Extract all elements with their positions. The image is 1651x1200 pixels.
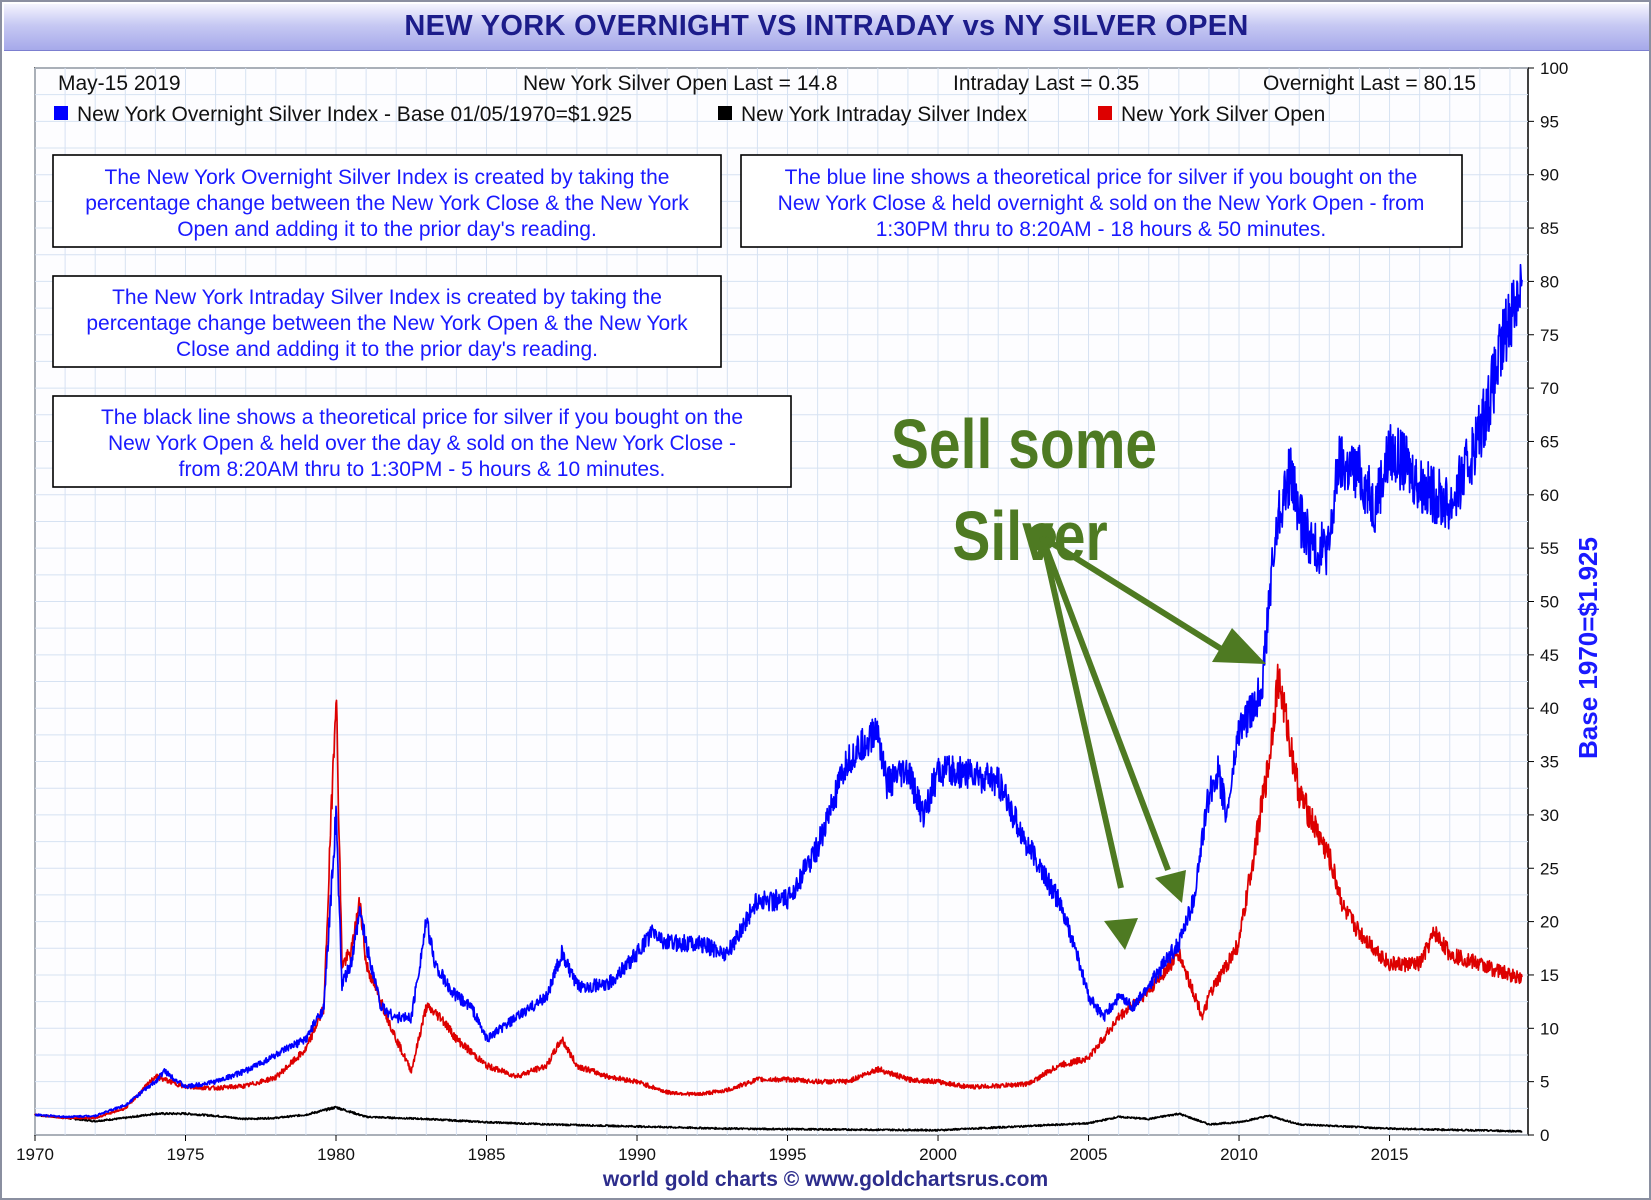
x-tick-label: 1995 [769, 1145, 807, 1164]
arrow-to-2008 [1039, 535, 1171, 872]
legend-label-overnight: New York Overnight Silver Index - Base 0… [77, 103, 632, 126]
title-bar: NEW YORK OVERNIGHT VS INTRADAY vs NY SIL… [4, 4, 1649, 51]
header-silver-open-last: New York Silver Open Last = 14.8 [523, 72, 838, 95]
note-line: 1:30PM thru to 8:20AM - 18 hours & 50 mi… [876, 218, 1327, 241]
y-tick-label: 35 [1540, 753, 1559, 772]
y-tick-label: 45 [1540, 646, 1559, 665]
y-tick-label: 50 [1540, 593, 1559, 612]
note-box-intraday-definition: The New York Intraday Silver Index is cr… [52, 275, 722, 368]
y-tick-label: 20 [1540, 913, 1559, 932]
y-tick-label: 25 [1540, 859, 1559, 878]
chart-title: NEW YORK OVERNIGHT VS INTRADAY vs NY SIL… [404, 10, 1249, 42]
y-axis: 0 5 10 15 20 25 30 35 40 45 50 55 60 65 70 75 80 85 90 95 10… [1528, 59, 1568, 1145]
y-tick-label: 100 [1540, 59, 1568, 78]
note-line: percentage change between the New York O… [86, 312, 688, 335]
y-axis-label: Base 1970=$1.925 [1573, 537, 1603, 759]
note-box-black-line-explanation: The black line shows a theoretical price… [52, 395, 792, 488]
y-tick-label: 5 [1540, 1073, 1549, 1092]
annotation-line-1: Sell some [891, 406, 1157, 484]
annotation-arrows [1039, 534, 1225, 889]
y-tick-label: 85 [1540, 219, 1559, 238]
note-line: The New York Intraday Silver Index is cr… [112, 286, 662, 309]
series-line-silver-open [34, 663, 1523, 1120]
y-tick-label: 70 [1540, 379, 1559, 398]
y-tick-label: 95 [1540, 112, 1559, 131]
note-line: Open and adding it to the prior day's re… [177, 218, 597, 241]
note-box-blue-line-explanation: The blue line shows a theoretical price … [740, 154, 1463, 248]
y-tick-label: 90 [1540, 166, 1559, 185]
legend-label-intraday: New York Intraday Silver Index [741, 103, 1027, 126]
x-tick-label: 1985 [468, 1145, 506, 1164]
x-axis: 1970 1975 1980 1985 1990 1995 2000 2005 2010 2015 [16, 1135, 1408, 1164]
note-line: New York Close & held overnight & sold o… [778, 192, 1425, 215]
legend-swatch-overnight [54, 106, 68, 120]
x-tick-label: 1975 [167, 1145, 205, 1164]
legend-label-silver-open: New York Silver Open [1121, 103, 1325, 126]
arrowhead-2006 [1104, 918, 1138, 950]
series-line-overnight [34, 263, 1523, 1119]
note-line: The blue line shows a theoretical price … [785, 166, 1418, 189]
series-line-intraday [34, 1105, 1523, 1133]
arrowhead-2008 [1155, 870, 1186, 903]
note-line: Close and adding it to the prior day's r… [176, 338, 598, 361]
legend-swatch-silver-open [1098, 106, 1112, 120]
header-date: May-15 2019 [58, 72, 181, 95]
y-tick-label: 15 [1540, 966, 1559, 985]
y-tick-label: 80 [1540, 272, 1559, 291]
x-tick-label: 2015 [1371, 1145, 1409, 1164]
note-line: percentage change between the New York C… [85, 192, 689, 215]
note-line: The New York Overnight Silver Index is c… [105, 166, 670, 189]
y-tick-label: 10 [1540, 1019, 1559, 1038]
note-box-overnight-definition: The New York Overnight Silver Index is c… [52, 154, 722, 248]
note-line: New York Open & held over the day & sold… [108, 432, 736, 455]
note-line: The black line shows a theoretical price… [101, 406, 743, 429]
x-tick-label: 1990 [618, 1145, 656, 1164]
legend-swatch-intraday [718, 106, 732, 120]
y-tick-label: 60 [1540, 486, 1559, 505]
x-tick-label: 2010 [1220, 1145, 1258, 1164]
y-tick-label: 75 [1540, 326, 1559, 345]
arrow-to-2006 [1039, 536, 1124, 889]
note-line: from 8:20AM thru to 1:30PM - 5 hours & 1… [179, 458, 666, 481]
header-intraday-last: Intraday Last = 0.35 [953, 72, 1139, 95]
y-tick-label: 40 [1540, 699, 1559, 718]
x-tick-label: 1980 [317, 1145, 355, 1164]
x-tick-label: 2000 [919, 1145, 957, 1164]
y-tick-label: 65 [1540, 432, 1559, 451]
footer-credit: world gold charts © www.goldchartsrus.co… [602, 1168, 1049, 1191]
header-overnight-last: Overnight Last = 80.15 [1263, 72, 1476, 95]
y-tick-label: 55 [1540, 539, 1559, 558]
x-tick-label: 2005 [1070, 1145, 1108, 1164]
legend: New York Overnight Silver Index - Base 0… [54, 103, 1325, 126]
series-group [34, 263, 1523, 1133]
arrowhead-2011 [1212, 628, 1266, 664]
y-tick-label: 0 [1540, 1126, 1549, 1145]
arrow-to-2011 [1040, 534, 1225, 653]
sell-some-silver-annotation: Sell some Silver [891, 406, 1266, 950]
y-tick-label: 30 [1540, 806, 1559, 825]
x-tick-label: 1970 [16, 1145, 54, 1164]
